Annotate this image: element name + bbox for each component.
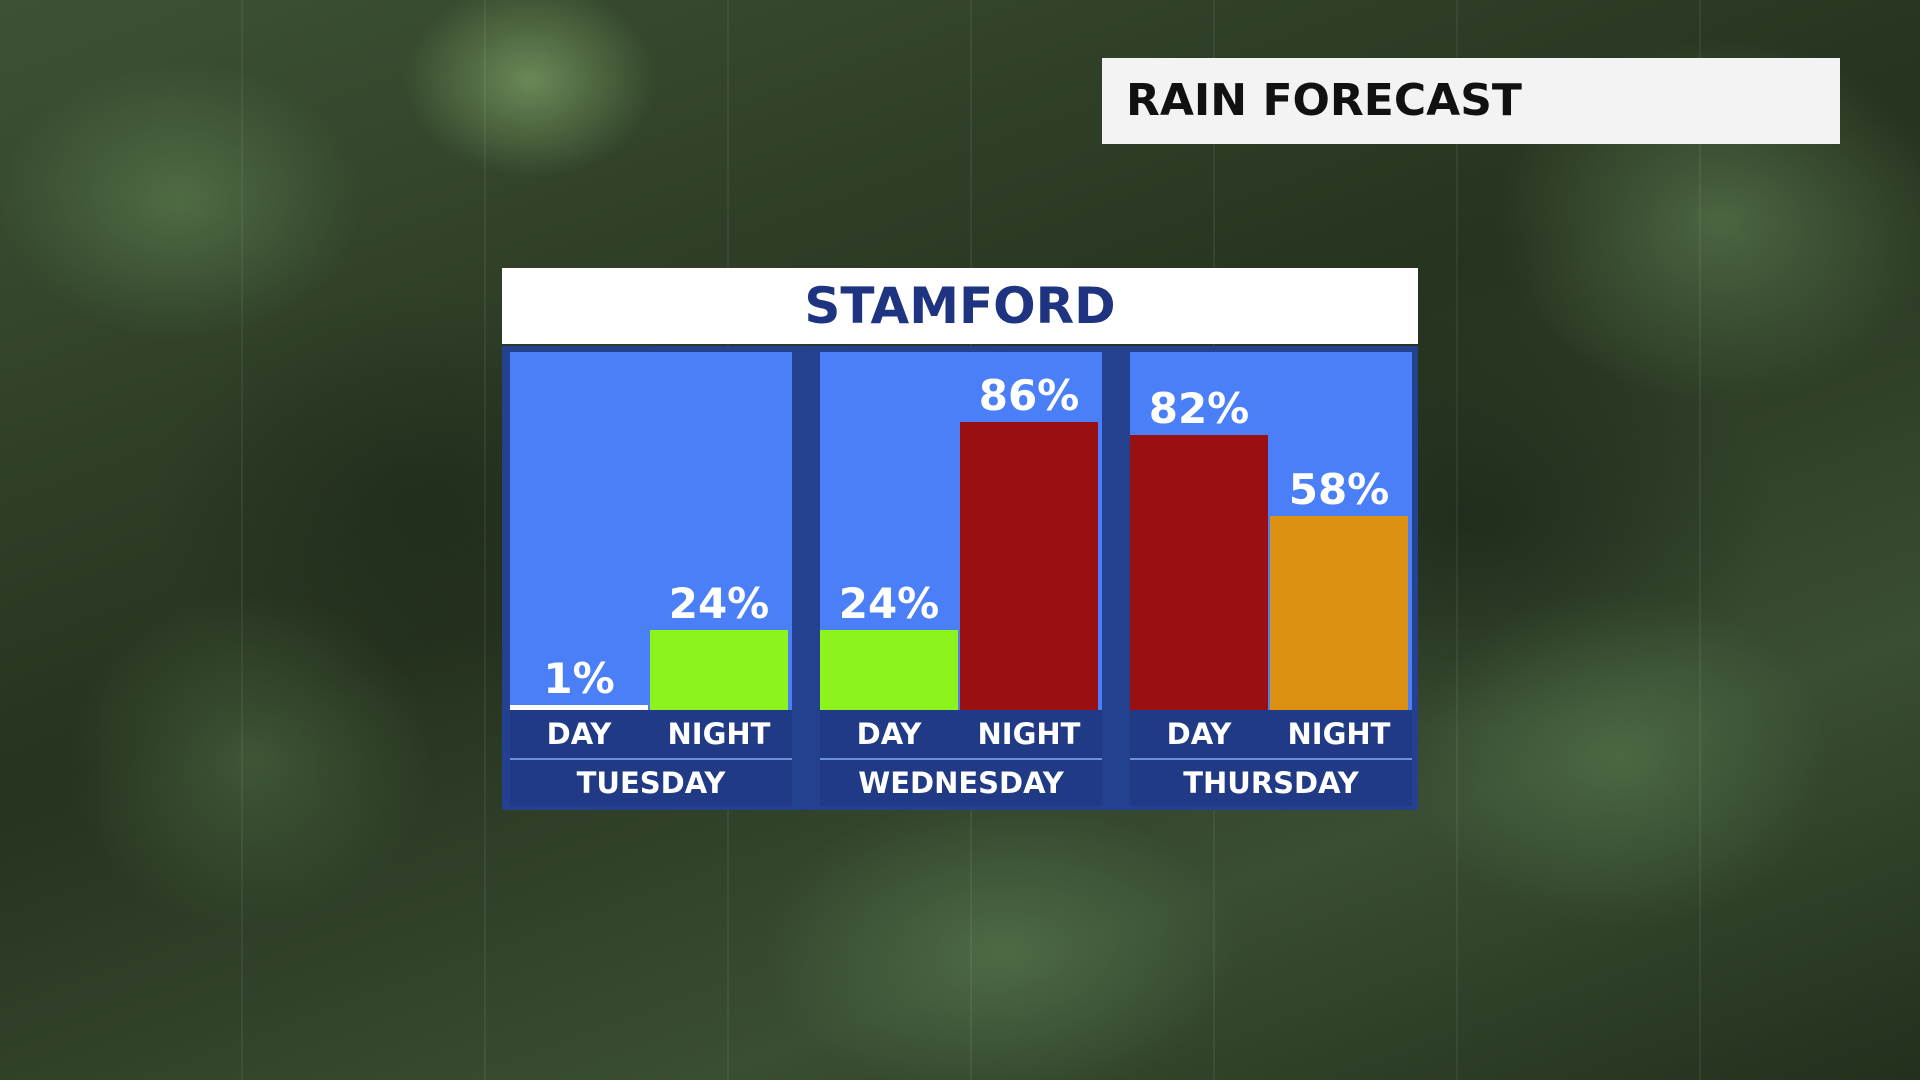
bar-tuesday-night — [650, 629, 788, 710]
day-group-thursday: 82% 58% DAY NIGHT THURSDAY — [1130, 352, 1412, 808]
rain-forecast-header: RAIN FORECAST — [1102, 58, 1840, 144]
bar-thursday-night — [1270, 515, 1408, 710]
city-title: STAMFORD — [804, 277, 1116, 335]
period-row-tuesday: DAY NIGHT — [510, 710, 792, 760]
value-label-thursday-day: 82% — [1148, 384, 1250, 434]
value-label-tuesday-day: 1% — [543, 654, 615, 703]
period-label-tuesday-night: NIGHT — [667, 717, 771, 751]
day-group-tuesday: 1% 24% DAY NIGHT TUESDAY — [510, 352, 792, 808]
period-row-wednesday: DAY NIGHT — [820, 710, 1102, 760]
value-label-wednesday-day: 24% — [838, 578, 940, 628]
value-label-wednesday-night: 86% — [978, 370, 1080, 420]
rain-forecast-title: RAIN FORECAST — [1126, 75, 1522, 126]
city-title-bar: STAMFORD — [502, 268, 1418, 344]
bar-thursday-day — [1130, 435, 1268, 710]
period-row-thursday: DAY NIGHT — [1130, 710, 1412, 760]
plot-area-tuesday: 1% 24% — [510, 352, 792, 710]
period-label-tuesday-day: DAY — [546, 717, 612, 751]
day-name-tuesday: TUESDAY — [510, 760, 792, 806]
plot-area-wednesday: 24% 86% — [820, 352, 1102, 710]
bar-wednesday-day — [820, 629, 958, 710]
bar-tuesday-day — [510, 705, 648, 710]
plot-area-thursday: 82% 58% — [1130, 352, 1412, 710]
period-label-thursday-day: DAY — [1166, 717, 1232, 751]
value-label-thursday-night: 58% — [1288, 464, 1390, 514]
day-group-wednesday: 24% 86% DAY NIGHT WEDNESDAY — [820, 352, 1102, 808]
day-name-thursday: THURSDAY — [1130, 760, 1412, 806]
value-label-tuesday-night: 24% — [668, 578, 770, 628]
period-label-thursday-night: NIGHT — [1287, 717, 1391, 751]
period-label-wednesday-night: NIGHT — [977, 717, 1081, 751]
period-label-wednesday-day: DAY — [856, 717, 922, 751]
day-name-wednesday: WEDNESDAY — [820, 760, 1102, 806]
bar-wednesday-night — [960, 421, 1098, 710]
